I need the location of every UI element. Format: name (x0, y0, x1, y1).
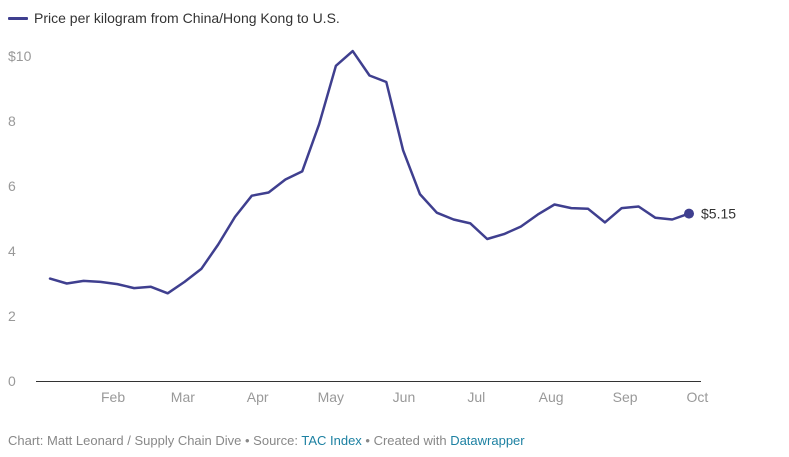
source-link[interactable]: TAC Index (301, 433, 362, 448)
y-axis: 0 2 4 6 8 $10 (8, 48, 32, 389)
y-tick-label: 4 (8, 243, 16, 259)
end-value-label: $5.15 (701, 206, 736, 222)
legend-label: Price per kilogram from China/Hong Kong … (34, 10, 340, 26)
x-tick-label: Mar (171, 389, 195, 405)
x-tick-label: Jul (467, 389, 485, 405)
x-tick-label: Oct (687, 389, 709, 405)
x-tick-label: Sep (613, 389, 638, 405)
y-tick-label: 2 (8, 308, 16, 324)
legend: Price per kilogram from China/Hong Kong … (8, 10, 340, 26)
legend-swatch (8, 16, 28, 20)
x-tick-label: May (318, 389, 344, 405)
footer-credits: Chart: Matt Leonard / Supply Chain Dive … (8, 433, 525, 448)
x-tick-label: Feb (101, 389, 125, 405)
line-chart: 0 2 4 6 8 $10 Feb Mar Apr May Jun Jul Aug Sep Oct $5.… (8, 48, 736, 405)
x-tick-label: Jun (393, 389, 416, 405)
datawrapper-link[interactable]: Datawrapper (450, 433, 525, 448)
x-tick-label: Apr (247, 389, 269, 405)
footer-middle: • Created with (361, 433, 451, 448)
y-tick-label: 0 (8, 373, 16, 389)
y-tick-label: 6 (8, 178, 16, 194)
y-tick-label: 8 (8, 113, 16, 129)
footer-prefix: Chart: Matt Leonard / Supply Chain Dive … (8, 433, 302, 448)
end-point-marker (684, 208, 694, 219)
series-line-price-per-kg (48, 49, 691, 295)
y-tick-label: $10 (8, 48, 32, 64)
x-axis: Feb Mar Apr May Jun Jul Aug Sep Oct (101, 389, 708, 405)
x-tick-label: Aug (539, 389, 564, 405)
